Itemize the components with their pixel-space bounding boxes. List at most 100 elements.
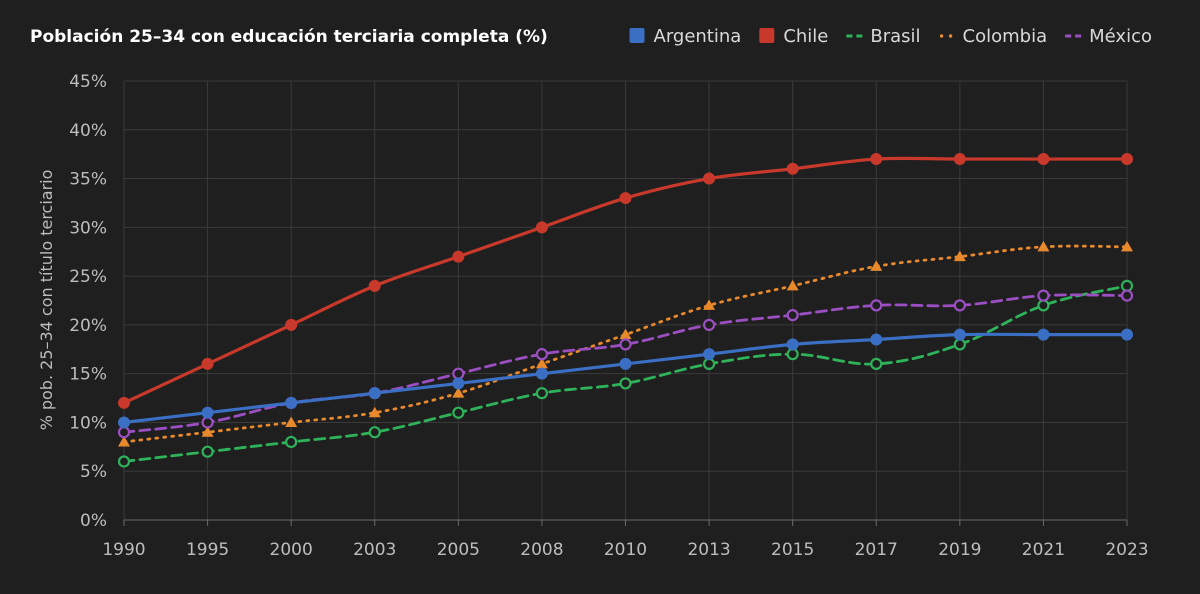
grid — [123, 80, 1128, 521]
legend-label: Colombia — [963, 26, 1048, 47]
data-point — [703, 172, 716, 185]
data-point — [201, 416, 214, 429]
data-point — [619, 192, 632, 205]
y-tick-label: 15% — [69, 365, 107, 385]
x-tick-label: 2013 — [687, 540, 730, 560]
legend-swatch — [629, 28, 645, 43]
data-point — [117, 455, 131, 468]
data-point — [201, 445, 214, 458]
data-point — [285, 318, 298, 331]
data-point — [535, 387, 549, 400]
x-tick-label: 2000 — [270, 540, 313, 560]
legend-item-argentina[interactable]: Argentina — [629, 26, 742, 47]
data-point — [452, 406, 465, 419]
y-tick-label: 35% — [69, 170, 107, 190]
legend-swatch — [759, 28, 775, 43]
data-point — [452, 387, 465, 398]
series-chile — [118, 153, 1133, 409]
x-tick-label: 2019 — [938, 540, 981, 560]
data-point — [786, 162, 799, 175]
series-colombia — [118, 240, 1133, 447]
data-point — [368, 279, 381, 292]
chart-title: Población 25–34 con educación terciaria … — [30, 27, 548, 47]
data-point — [870, 357, 883, 371]
data-point — [1120, 279, 1134, 292]
data-point — [535, 348, 549, 361]
y-tick-label: 30% — [69, 218, 107, 238]
axes: 0% 5% 10% 15% 20% 25% 30% 35% 40% 45% 1990 1995 2000… — [69, 72, 1148, 560]
legend-swatch — [939, 34, 944, 38]
data-point — [1037, 153, 1050, 166]
data-point — [786, 338, 799, 351]
legend-label: Chile — [783, 26, 828, 47]
x-tick-label: 1990 — [102, 540, 145, 560]
series-brasil — [117, 279, 1134, 468]
legend-swatch — [948, 34, 953, 38]
data-point — [201, 406, 214, 419]
x-tick-label: 2021 — [1022, 540, 1065, 560]
data-point — [786, 309, 799, 322]
x-tick-label: 2023 — [1105, 540, 1148, 560]
data-point — [368, 387, 381, 400]
data-point — [535, 367, 548, 380]
legend-item-méxico[interactable]: México — [1065, 26, 1152, 47]
y-tick-label: 0% — [80, 511, 107, 531]
data-point — [703, 348, 716, 361]
data-point — [870, 333, 883, 346]
data-point — [953, 338, 966, 351]
legend-item-colombia[interactable]: Colombia — [939, 26, 1048, 47]
data-point — [786, 348, 799, 361]
x-tick-label: 1995 — [186, 540, 229, 560]
data-point — [619, 357, 632, 370]
data-point — [870, 299, 883, 312]
data-point — [702, 318, 716, 331]
data-point — [201, 426, 214, 437]
x-tick-label: 2008 — [520, 540, 563, 560]
data-point — [953, 328, 966, 341]
legend: Argentina Chile Brasil Colombia México — [629, 26, 1152, 47]
data-point — [619, 377, 632, 390]
data-point — [1120, 289, 1134, 302]
data-point — [285, 435, 298, 449]
data-point — [118, 435, 130, 447]
data-point — [1121, 153, 1133, 166]
data-point — [786, 279, 799, 291]
data-point — [619, 328, 632, 340]
data-point — [368, 406, 381, 418]
series-argentina — [118, 328, 1133, 429]
y-tick-label: 25% — [69, 267, 107, 287]
data-point — [953, 299, 966, 312]
x-tick-label: 2017 — [855, 540, 898, 560]
data-point — [285, 416, 298, 427]
legend-label: Brasil — [870, 26, 920, 47]
legend-label: México — [1089, 26, 1152, 47]
legend-item-brasil[interactable]: Brasil — [846, 26, 921, 47]
x-tick-label: 2005 — [437, 540, 480, 560]
y-tick-label: 45% — [69, 72, 107, 92]
y-axis-label: % pob. 25–34 con título terciario — [37, 170, 56, 431]
legend-label: Argentina — [654, 26, 742, 47]
data-point — [535, 357, 548, 369]
legend-item-chile[interactable]: Chile — [759, 26, 828, 47]
data-point — [1037, 289, 1050, 302]
data-point — [702, 357, 716, 371]
y-tick-label: 20% — [69, 316, 107, 336]
data-point — [619, 338, 632, 351]
data-point — [117, 426, 131, 439]
data-point — [953, 250, 966, 262]
x-tick-label: 2015 — [771, 540, 814, 560]
data-point — [703, 299, 716, 310]
x-tick-label: 2010 — [604, 540, 647, 560]
data-point — [368, 426, 381, 439]
y-tick-label: 10% — [69, 413, 107, 433]
data-point — [452, 367, 465, 380]
data-point — [201, 357, 214, 370]
data-point — [535, 221, 548, 234]
data-point — [118, 396, 130, 409]
data-point — [870, 153, 883, 166]
data-point — [285, 396, 298, 409]
data-point — [1037, 299, 1050, 312]
y-tick-label: 5% — [80, 462, 107, 482]
data-point — [452, 250, 465, 263]
